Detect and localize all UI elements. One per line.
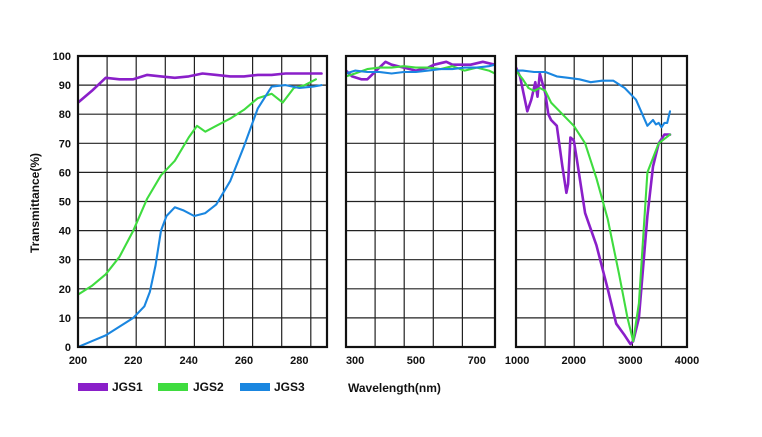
y-tick-label: 70	[59, 138, 71, 150]
x-tick-label: 1000	[505, 355, 529, 367]
x-tick-label: 200	[69, 355, 87, 367]
series-line-jgs2	[516, 69, 672, 343]
grid-layer	[78, 56, 687, 347]
y-tick-label: 20	[59, 284, 71, 296]
x-tick-label: 2000	[562, 355, 586, 367]
tick-labels: 200 220 240 260 280 300 500 700 1000 2000 3000 4000…	[53, 51, 700, 367]
x-tick-label: 4000	[675, 355, 699, 367]
legend-label-jgs2: JGS2	[193, 380, 224, 394]
x-tick-label: 500	[407, 355, 425, 367]
series-layer	[78, 60, 672, 347]
legend-label-jgs3: JGS3	[274, 380, 305, 394]
x-tick-label: 300	[346, 355, 364, 367]
series-line-jgs3	[78, 84, 323, 347]
legend-swatch-jgs1	[78, 383, 108, 391]
series-line-jgs1	[516, 66, 672, 346]
series-line-jgs1	[78, 72, 323, 104]
x-tick-label: 260	[235, 355, 253, 367]
y-tick-label: 0	[65, 342, 71, 354]
panel-frame	[76, 54, 329, 349]
legend-swatch-jgs3	[240, 383, 270, 391]
y-tick-label: 60	[59, 167, 71, 179]
legend-label-jgs1: JGS1	[112, 380, 143, 394]
y-tick-label: 80	[59, 109, 71, 121]
y-tick-label: 50	[59, 197, 71, 209]
series-line-jgs3	[346, 63, 495, 75]
y-tick-label: 10	[59, 313, 71, 325]
series-line-jgs1	[346, 60, 495, 81]
y-tick-label: 90	[59, 80, 71, 92]
x-tick-label: 240	[179, 355, 197, 367]
x-tick-label: 3000	[618, 355, 642, 367]
panel-frames	[76, 54, 689, 349]
panel-frame	[514, 54, 689, 349]
y-tick-label: 100	[53, 51, 71, 63]
legend-swatch-jgs2	[158, 383, 188, 391]
y-tick-label: 40	[59, 226, 71, 238]
series-line-jgs3	[516, 69, 672, 129]
x-tick-label: 220	[124, 355, 142, 367]
panel-frame	[344, 54, 497, 349]
y-axis-title: Transmittance(%)	[28, 153, 42, 253]
y-tick-label: 30	[59, 255, 71, 267]
x-axis-title: Wavelength(nm)	[348, 381, 441, 395]
legend: JGS1 JGS2 JGS3	[78, 380, 305, 394]
x-tick-label: 700	[468, 355, 486, 367]
x-tick-label: 280	[290, 355, 308, 367]
series-line-jgs2	[78, 78, 317, 296]
